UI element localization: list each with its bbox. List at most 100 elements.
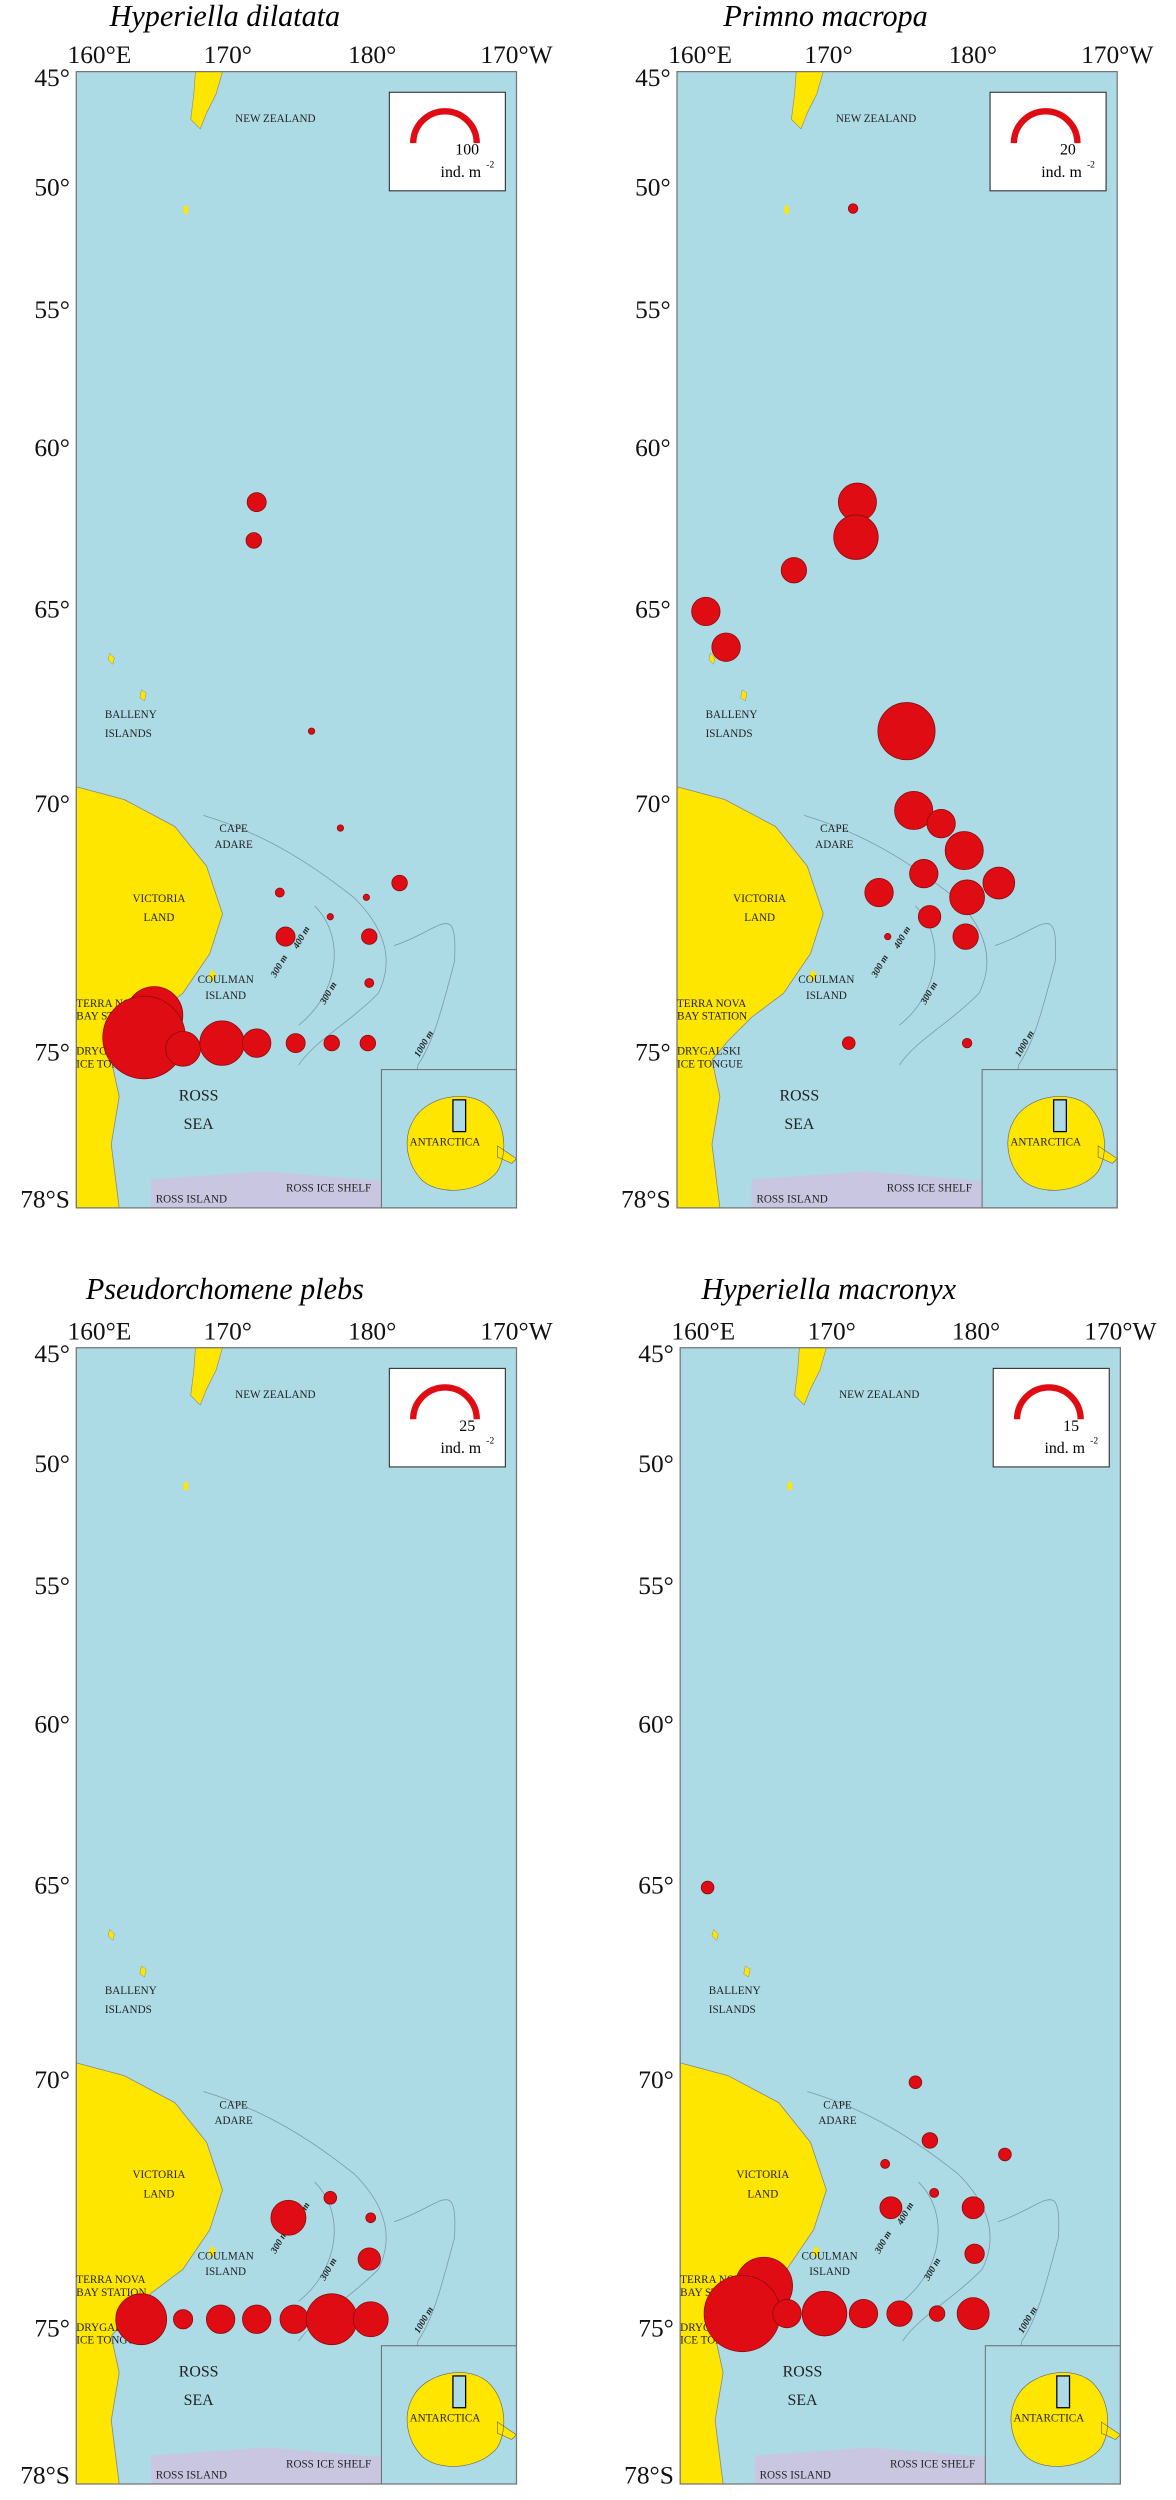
station-bubble [115, 2293, 168, 2346]
station-bubble [359, 1034, 377, 1052]
station-bubble [305, 2293, 358, 2346]
station-bubble [926, 809, 956, 839]
lat-tick-label: 55° [635, 296, 671, 324]
place-label: ROSS ICE SHELF [286, 2458, 371, 2470]
station-bubble [173, 2309, 194, 2330]
place-label: ISLANDS [105, 728, 152, 740]
station-bubble [711, 632, 741, 662]
place-label: ADARE [214, 839, 252, 851]
place-label: ADARE [815, 839, 853, 851]
place-label: TERRA NOVA [677, 998, 746, 1010]
station-bubble [391, 874, 408, 892]
lat-tick-label: 45° [638, 1340, 674, 1368]
lat-tick-label: 70° [34, 2066, 70, 2094]
lat-tick-label: 70° [34, 790, 70, 818]
lat-tick-label: 60° [635, 434, 671, 462]
place-label: TERRA NOVA [76, 2274, 145, 2286]
station-bubble [909, 859, 939, 889]
place-label: COULMAN [798, 974, 854, 986]
lat-tick-label: 70° [635, 790, 671, 818]
station-bubble [886, 2300, 913, 2327]
lat-tick-label: 65° [34, 595, 70, 623]
station-bubble [879, 2196, 903, 2220]
place-label: LAND [744, 912, 775, 924]
lon-tick-label: 180° [348, 41, 396, 69]
lon-tick-label: 180° [949, 41, 997, 69]
place-label: VICTORIA [736, 2169, 789, 2181]
place-label: ROSS ISLAND [156, 1193, 227, 1205]
lat-tick-label: 78°S [20, 2461, 70, 2489]
station-bubble [780, 557, 808, 584]
station-bubble [841, 1036, 856, 1050]
place-label: ISLAND [205, 2266, 246, 2278]
station-bubble [944, 831, 984, 871]
place-label: ANTARCTICA [410, 2412, 481, 2424]
station-bubble [848, 2298, 879, 2329]
station-bubble [833, 514, 879, 560]
lon-tick-label: 170° [204, 1317, 252, 1345]
station-bubble [361, 928, 378, 945]
place-label: VICTORIA [132, 893, 185, 905]
station-bubble [205, 2304, 236, 2334]
legend-unit-exp: -2 [1090, 1437, 1098, 1447]
place-label: ROSS ISLAND [756, 1193, 827, 1205]
lon-tick-label: 160°E [671, 1317, 735, 1345]
station-bubble [877, 702, 936, 761]
place-label: ICE TONGUE [677, 1058, 743, 1070]
station-bubble [703, 2275, 781, 2353]
place-label: CAPE [823, 2099, 852, 2111]
place-label: SEA [784, 1116, 815, 1133]
lat-tick-label: 55° [638, 1572, 674, 1600]
lat-tick-label: 75° [34, 1038, 70, 1066]
place-label: VICTORIA [733, 893, 786, 905]
place-label: BALLENY [105, 709, 157, 721]
map-title: Hyperiella dilatata [109, 0, 341, 33]
station-bubble [956, 2297, 990, 2330]
legend-unit: ind. m [441, 1440, 482, 1457]
lat-tick-label: 60° [34, 1710, 70, 1738]
legend-unit-exp: -2 [486, 1437, 494, 1447]
station-bubble [285, 1033, 306, 1054]
station-bubble [362, 893, 370, 901]
place-label: ROSS [783, 2363, 823, 2380]
lat-tick-label: 55° [34, 1572, 70, 1600]
station-bubble [199, 1020, 245, 1066]
station-bubble [928, 2305, 946, 2322]
place-label: BAY STATION [76, 2287, 146, 2299]
place-label: ROSS [179, 2363, 219, 2380]
station-bubble [275, 926, 296, 947]
place-label: ADARE [214, 2115, 252, 2127]
place-label: LAND [143, 2188, 174, 2200]
lat-tick-label: 45° [635, 64, 671, 92]
station-bubble [929, 2187, 940, 2198]
station-bubble [864, 877, 894, 908]
legend-unit-exp: -2 [1087, 161, 1095, 171]
station-bubble [772, 2298, 802, 2329]
lat-tick-label: 50° [638, 1450, 674, 1478]
station-bubble [245, 532, 262, 549]
lat-tick-label: 65° [34, 1871, 70, 1899]
place-label: SEA [184, 2392, 215, 2409]
station-bubble [165, 1030, 201, 1067]
place-label: ADARE [818, 2115, 856, 2127]
lat-tick-label: 78°S [20, 1185, 70, 1213]
place-label: ISLANDS [105, 2004, 152, 2016]
lon-tick-label: 170°W [480, 1317, 552, 1345]
station-bubble [279, 2304, 309, 2334]
place-label: DRYGALSKI [677, 1046, 741, 1058]
lat-tick-label: 45° [34, 64, 70, 92]
lon-tick-label: 180° [348, 1317, 396, 1345]
station-bubble [242, 1028, 272, 1058]
base-map [676, 70, 1118, 1209]
station-bubble [691, 596, 721, 627]
place-label: NEW ZEALAND [235, 1389, 315, 1401]
station-bubble [894, 790, 934, 830]
place-label: BALLENY [709, 1985, 761, 1997]
place-label: ROSS ICE SHELF [887, 1182, 972, 1194]
station-bubble [307, 727, 316, 735]
place-label: BAY STATION [677, 1011, 747, 1023]
place-label: ISLANDS [709, 2004, 756, 2016]
legend-unit: ind. m [1041, 164, 1082, 181]
place-label: SEA [184, 1116, 215, 1133]
